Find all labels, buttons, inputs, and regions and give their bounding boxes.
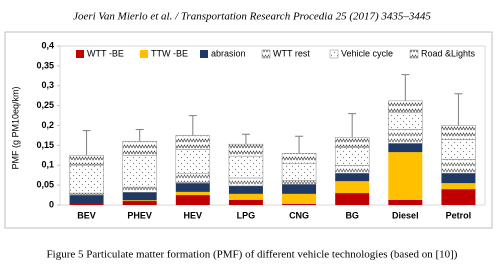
legend-label: TTW -BE <box>151 48 188 58</box>
bar-segment <box>282 203 317 205</box>
y-tick-label: 0,2 <box>41 120 54 130</box>
bar-segment <box>281 153 317 164</box>
bar-segment <box>228 199 263 205</box>
y-tick-label: 0,15 <box>36 140 54 150</box>
bar-segment <box>122 192 157 201</box>
bar-segment <box>441 173 476 184</box>
chart-frame <box>4 31 493 229</box>
bar-segment <box>122 186 157 193</box>
x-tick-label: Petrol <box>446 210 472 220</box>
legend-swatch <box>329 49 339 59</box>
bar-segment <box>228 143 264 157</box>
error-bar <box>401 74 410 101</box>
error-bar <box>295 135 304 154</box>
y-tick-label: 0,1 <box>41 160 54 170</box>
bar-segment <box>388 100 423 114</box>
bar-segment <box>441 139 476 160</box>
bar-segment <box>228 193 263 200</box>
bar-segment <box>388 112 423 130</box>
x-tick-label: Diesel <box>392 210 419 220</box>
bar-segment <box>175 135 211 150</box>
bar-segment <box>69 165 104 194</box>
bar-segment <box>175 172 211 184</box>
caption: Figure 5 Particulate matter formation (P… <box>47 249 458 261</box>
bar-segment <box>228 155 264 179</box>
bar-segment <box>335 181 370 194</box>
x-tick-label: CNG <box>289 210 309 220</box>
legend-swatch <box>200 50 208 58</box>
legend-label: Vehicle cycle <box>341 48 393 58</box>
bar-segment <box>228 177 264 187</box>
x-tick-label: HEV <box>184 210 203 220</box>
bar-segment <box>122 155 157 188</box>
y-tick-label: 0,25 <box>36 100 54 110</box>
bar-segment <box>335 193 370 205</box>
bar-segment <box>282 184 317 194</box>
legend-label: Road &Lights <box>421 48 476 58</box>
legend-label: WTT rest <box>273 48 310 58</box>
error-bar <box>348 113 357 138</box>
bar-segment <box>441 125 476 140</box>
bar-segment <box>388 143 423 153</box>
bar-segment <box>388 129 423 144</box>
bar-segment <box>122 200 157 202</box>
y-tick-label: 0 <box>49 199 54 209</box>
legend-swatch <box>409 49 419 59</box>
error-bar <box>135 128 144 142</box>
bar-segment <box>334 165 370 174</box>
legend-label: WTT -BE <box>87 48 124 58</box>
bar-segment <box>335 173 370 182</box>
bar-segment <box>175 191 210 196</box>
bar-segment <box>281 180 317 185</box>
legend-swatch <box>261 49 271 59</box>
bar-segment <box>281 163 317 181</box>
bar-segment <box>69 203 104 205</box>
y-tick-label: 0,3 <box>41 80 54 90</box>
citation: Joeri Van Mierlo et al. / Transportation… <box>73 11 431 23</box>
y-tick-label: 0,4 <box>41 40 54 50</box>
bar-segment <box>388 152 423 200</box>
bar-segment <box>175 195 210 205</box>
error-bar <box>241 133 250 145</box>
legend-swatch <box>76 50 84 58</box>
error-bar <box>82 130 91 156</box>
bar-segment <box>175 183 210 192</box>
bar-segment <box>334 147 370 166</box>
bar-segment <box>282 193 317 204</box>
bar-segment <box>69 192 104 196</box>
y-tick-label: 0,35 <box>36 60 54 70</box>
bar-segment <box>69 195 104 204</box>
bar-segment <box>122 201 157 205</box>
bar-segment <box>441 189 476 205</box>
x-tick-label: LPG <box>237 210 256 220</box>
x-tick-label: BG <box>345 210 359 220</box>
bar-segment <box>228 185 263 194</box>
bar-segment <box>441 183 476 190</box>
error-bar <box>188 115 197 136</box>
y-tick-label: 0,05 <box>36 180 54 190</box>
legend-swatch <box>140 50 148 58</box>
legend-label: abrasion <box>211 48 246 58</box>
bar-segment <box>388 199 423 205</box>
bar-segment <box>122 141 157 156</box>
error-bar <box>454 93 463 126</box>
y-axis-label: PMF (g PM10eq/km) <box>10 86 20 169</box>
bar-segment <box>334 137 370 148</box>
x-tick-label: BEV <box>77 210 96 220</box>
bar-segment <box>175 149 211 174</box>
bar-segment <box>441 159 476 174</box>
x-tick-label: PHEV <box>127 210 152 220</box>
bar-segment <box>69 155 104 166</box>
